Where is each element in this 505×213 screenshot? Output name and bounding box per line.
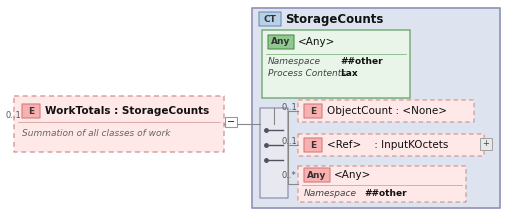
FancyBboxPatch shape — [304, 168, 329, 182]
Text: 0..1: 0..1 — [6, 111, 22, 121]
Text: +: + — [482, 140, 488, 148]
Text: ##other: ##other — [339, 58, 382, 66]
Text: Namespace: Namespace — [268, 58, 320, 66]
FancyBboxPatch shape — [22, 104, 40, 118]
Text: −: − — [226, 117, 235, 127]
FancyBboxPatch shape — [14, 96, 224, 152]
Text: CT: CT — [263, 14, 276, 23]
Text: <Any>: <Any> — [297, 37, 335, 47]
Text: WorkTotals : StorageCounts: WorkTotals : StorageCounts — [45, 106, 209, 116]
FancyBboxPatch shape — [304, 104, 321, 118]
Text: E: E — [310, 106, 316, 115]
Text: ObjectCount : <None>: ObjectCount : <None> — [326, 106, 446, 116]
Text: E: E — [28, 106, 34, 115]
Text: <Any>: <Any> — [333, 170, 371, 180]
FancyBboxPatch shape — [297, 100, 473, 122]
Text: E: E — [310, 141, 316, 150]
FancyBboxPatch shape — [262, 30, 409, 98]
Text: 0..*: 0..* — [281, 171, 296, 180]
FancyBboxPatch shape — [251, 8, 499, 208]
FancyBboxPatch shape — [297, 166, 465, 202]
FancyBboxPatch shape — [268, 35, 293, 49]
FancyBboxPatch shape — [304, 138, 321, 152]
Text: Process Contents: Process Contents — [268, 69, 345, 79]
Text: Summation of all classes of work: Summation of all classes of work — [22, 130, 170, 138]
Text: Any: Any — [307, 170, 326, 180]
Bar — [479, 138, 491, 150]
Text: Lax: Lax — [339, 69, 357, 79]
Text: <Ref>    : InputKOctets: <Ref> : InputKOctets — [326, 140, 447, 150]
Text: Namespace: Namespace — [304, 190, 357, 199]
Text: StorageCounts: StorageCounts — [284, 13, 383, 26]
Text: ##other: ##other — [363, 190, 406, 199]
FancyBboxPatch shape — [259, 12, 280, 26]
Bar — [225, 117, 236, 127]
FancyBboxPatch shape — [297, 134, 483, 156]
Text: 0..1: 0..1 — [281, 102, 297, 111]
Text: 0..1: 0..1 — [281, 137, 297, 145]
Text: Any: Any — [271, 37, 290, 46]
FancyBboxPatch shape — [260, 108, 287, 198]
